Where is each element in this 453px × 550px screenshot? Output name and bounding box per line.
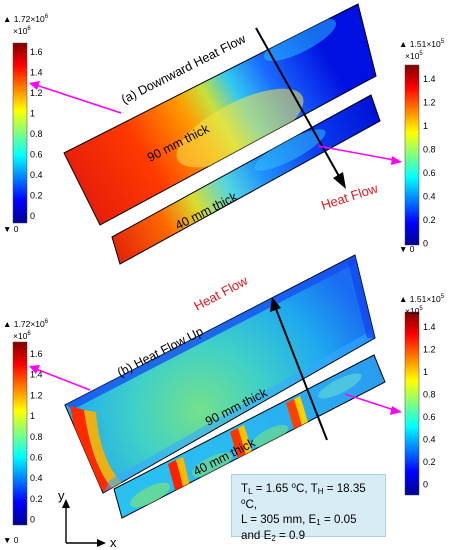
colorbar-max-label: ▲ 1.72×106 — [3, 14, 49, 24]
colorbar-tick-label: 1 — [30, 109, 35, 119]
colorbar-tick-label: 0.4 — [30, 170, 43, 180]
colorbar-max-label: ▲ 1.72×106 — [3, 319, 49, 329]
colorbar-tick-label: 0.2 — [423, 215, 436, 225]
colorbar-tick-label: 0.6 — [423, 168, 436, 178]
colorbar-tick-label: 1.2 — [30, 390, 43, 400]
panel-a-bottom-slab — [111, 94, 381, 265]
panel-a-top-slab — [63, 3, 377, 226]
colorbar-tick-label: 0.8 — [423, 390, 436, 400]
panel-a-pointer-right — [317, 145, 402, 165]
colorbar-tick-label: 0 — [30, 515, 35, 525]
colorbar-max-label: ▲ 1.51×105 — [399, 294, 445, 304]
colorbar-tick-label: 0.2 — [30, 494, 43, 504]
colorbar-tick-label: 0.8 — [423, 145, 436, 155]
panel-b-pointer-left — [29, 365, 91, 391]
colorbar-unit-label: ×105 — [405, 51, 423, 61]
colorbar-tick-label: 1.6 — [30, 349, 43, 359]
colorbar-top-left: ▲ 1.72×106 ×106 ▼ 0 1.6 1.4 1.2 1 0.8 0.6 0.4 0… — [3, 14, 49, 234]
panel-b-top-slab — [64, 254, 376, 494]
colorbar-tick-label: 1 — [30, 411, 35, 421]
colorbar-tick-label: 1 — [423, 367, 428, 377]
parameters-box: TL = 1.65 oC, TH = 18.35 oC, L = 305 mm,… — [231, 474, 386, 542]
x-axis-label: x — [110, 535, 117, 550]
colorbar-tick-label: 0 — [423, 239, 428, 249]
colorbar-tick-label: 1.4 — [30, 68, 43, 78]
colorbar-min-label: ▼ 0 — [3, 535, 19, 545]
params-line-1: TL = 1.65 oC, TH = 18.35 oC, — [241, 481, 366, 511]
colorbar-unit-label: ×105 — [405, 306, 423, 316]
colorbar-tick-label: 0 — [423, 480, 428, 490]
colorbar-tick-label: 0.6 — [30, 150, 43, 160]
colorbar-tick-label: 1.4 — [30, 370, 43, 380]
colorbar-tick-label: 1 — [423, 121, 428, 131]
colorbar-tick-label: 0.2 — [423, 457, 436, 467]
colorbar-bottom-left: ▲ 1.72×106 ×106 ▼ 0 1.6 1.4 1.2 1 0.8 0.6 0.4 0… — [3, 319, 49, 545]
colorbar-tick-label: 0 — [30, 211, 35, 221]
colorbar-tick-label: 0.6 — [423, 412, 436, 422]
colorbar-tick-label: 0.4 — [423, 192, 436, 202]
panel-b-bottom-slab — [113, 354, 386, 519]
params-line-2: L = 305 mm, E1 = 0.05 — [241, 513, 357, 527]
colorbar-tick-label: 1.2 — [423, 98, 436, 108]
panel-a-heat-flow-label: Heat Flow — [319, 180, 380, 213]
colorbar-tick-label: 0.8 — [30, 432, 43, 442]
colorbar-tick-label: 0.8 — [30, 129, 43, 139]
colorbar-tick-label: 1.6 — [30, 47, 43, 57]
panel-b-heat-arrow — [270, 297, 328, 441]
colorbar-tick-label: 0.4 — [423, 435, 436, 445]
colorbar-max-label: ▲ 1.51×105 — [399, 39, 445, 49]
colorbar-unit-label: ×106 — [13, 331, 31, 341]
colorbar-tick-label: 0.2 — [30, 191, 43, 201]
colorbar-top-right: ▲ 1.51×105 ×105 ▼ 0 1.4 1.2 1 0.8 0.6 0.4 0.2 0 — [399, 39, 445, 254]
colorbar-bottom-right: ▲ 1.51×105 ×105 1.4 1.2 1 0.8 0.6 0.4 0.2 0 — [399, 294, 445, 496]
colorbar-tick-label: 1.4 — [423, 74, 436, 84]
colorbar-min-label: ▼ 0 — [399, 244, 415, 254]
panel-a-pointer-left — [29, 81, 122, 114]
panel-b-pointer-right — [344, 393, 402, 415]
colorbar-tick-label: 1.2 — [423, 345, 436, 355]
colorbar-unit-label: ×106 — [13, 26, 31, 36]
colorbar-tick-label: 1.2 — [30, 88, 43, 98]
panel-a-heat-arrow — [255, 27, 346, 189]
colorbar-min-label: ▼ 0 — [3, 224, 19, 234]
params-line-3: and E2 = 0.9 — [241, 528, 306, 543]
colorbar-tick-label: 1.4 — [423, 322, 436, 332]
panel-b-heat-flow-label: Heat Flow — [191, 273, 250, 314]
colorbar-tick-label: 0.6 — [30, 453, 43, 463]
y-axis-label: y — [58, 488, 65, 503]
colorbar-tick-label: 0.4 — [30, 473, 43, 483]
coordinate-axes: y x — [58, 488, 117, 550]
